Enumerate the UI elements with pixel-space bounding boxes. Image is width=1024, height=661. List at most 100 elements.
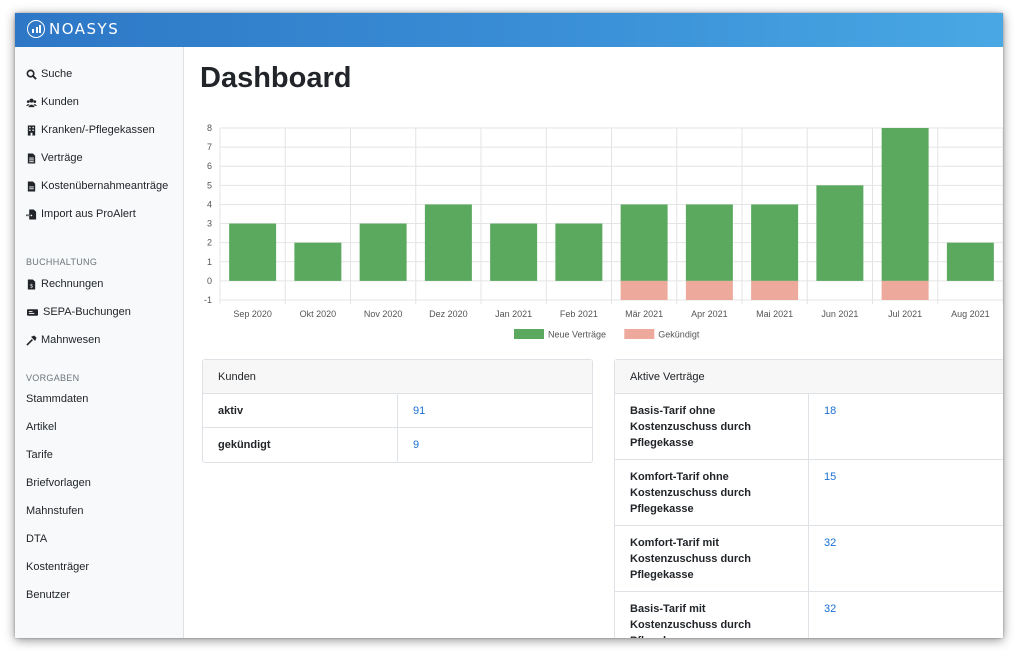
invoice-icon: $: [27, 278, 36, 289]
sidebar-item-label: Tarife: [26, 449, 53, 461]
chart-bar[interactable]: [751, 204, 799, 281]
table-row: aktiv 91: [203, 394, 592, 428]
contracts-bar-chart: -1 0 1 2 3 4 5 6 7 8 Sep 2020 Okt 2020 Nov 2020 Dez 2…: [204, 123, 1003, 340]
chart-bar[interactable]: [946, 242, 994, 281]
main-content: Dashboard -1 0 1 2 3 4 5 6 7 8 Sep 2020 Okt 2020 Nov…: [184, 47, 1003, 638]
chart-bar[interactable]: [229, 223, 277, 281]
page-title: Dashboard: [200, 62, 352, 94]
legend-swatch[interactable]: [514, 329, 544, 339]
card-title: Aktive Verträge: [615, 360, 1003, 394]
sidebar: Suche Kunden Kranken/-Pflegekassen Vertr…: [15, 47, 184, 638]
chart-bar[interactable]: [816, 185, 864, 281]
chart-bar[interactable]: [294, 242, 342, 281]
row-label: aktiv: [218, 405, 244, 417]
sidebar-item-tarife[interactable]: Tarife: [26, 449, 53, 461]
row-value-link[interactable]: 9: [397, 428, 592, 462]
chart-bar[interactable]: [881, 128, 929, 281]
sidebar-item-label: Mahnstufen: [26, 505, 84, 517]
legend-label[interactable]: Gekündigt: [658, 330, 700, 340]
row-label: Komfort-Tarif ohne Kostenzuschuss durch …: [630, 471, 752, 515]
sidebar-item-mahnstufen[interactable]: Mahnstufen: [26, 505, 83, 517]
sidebar-item-rechnungen[interactable]: $ Rechnungen: [26, 278, 103, 290]
sidebar-item-label: Suche: [41, 68, 73, 80]
sidebar-item-label: Mahnwesen: [41, 334, 101, 346]
x-tick-label: Jun 2021: [821, 309, 858, 319]
table-row: Basis-Tarif mit Kostenzuschuss durch Pfl…: [615, 592, 1003, 638]
active-contracts-card: Aktive Verträge Basis-Tarif ohne Kostenz…: [614, 359, 1003, 638]
y-tick-label: 0: [207, 276, 212, 286]
sidebar-item-label: SEPA-Buchungen: [43, 306, 131, 318]
sidebar-section-buchhaltung: BUCHHALTUNG: [26, 257, 98, 267]
brand-logo-link[interactable]: NOASYS: [27, 20, 119, 38]
chart-bar[interactable]: [620, 280, 668, 300]
chart-bar[interactable]: [490, 223, 538, 281]
sidebar-item-dta[interactable]: DTA: [26, 533, 47, 545]
y-tick-label: -1: [204, 295, 212, 305]
sidebar-item-label: DTA: [26, 533, 48, 545]
sidebar-item-kostenuebernahmeantraege[interactable]: Kostenübernahmeanträge: [26, 180, 168, 192]
sidebar-item-kostentraeger[interactable]: Kostenträger: [26, 561, 89, 573]
row-label: Basis-Tarif mit Kostenzuschuss durch Pfl…: [630, 603, 752, 638]
x-tick-label: Feb 2021: [560, 309, 598, 319]
sidebar-section-vorgaben: VORGABEN: [26, 373, 80, 383]
sidebar-item-label: Kostenträger: [26, 561, 89, 573]
table-row: gekündigt 9: [203, 428, 592, 462]
search-icon: [26, 69, 37, 80]
sidebar-item-label: Rechnungen: [41, 278, 104, 290]
building-icon: [27, 124, 36, 136]
x-tick-label: Mai 2021: [756, 309, 793, 319]
brand-name: NOASYS: [49, 20, 120, 38]
x-tick-label: Dez 2020: [429, 309, 468, 319]
sidebar-item-label: Benutzer: [26, 589, 71, 601]
chart-bar[interactable]: [685, 204, 733, 281]
y-tick-label: 8: [207, 123, 212, 133]
app-window: NOASYS Suche Kunden Kranken/-Pflegekasse…: [15, 13, 1003, 638]
sidebar-item-vertraege[interactable]: Verträge: [26, 152, 83, 164]
sidebar-item-briefvorlagen[interactable]: Briefvorlagen: [26, 477, 91, 489]
y-tick-label: 2: [207, 238, 212, 248]
table-row: Komfort-Tarif ohne Kostenzuschuss durch …: [615, 460, 1003, 526]
chart-bar[interactable]: [881, 280, 929, 300]
y-tick-label: 3: [207, 219, 212, 229]
sidebar-item-stammdaten[interactable]: Stammdaten: [26, 393, 88, 405]
hammer-icon: [26, 334, 37, 346]
sidebar-item-suche[interactable]: Suche: [26, 68, 72, 80]
table-row: Basis-Tarif ohne Kostenzuschuss durch Pf…: [615, 394, 1003, 460]
x-tick-label: Okt 2020: [300, 309, 337, 319]
row-label: Basis-Tarif ohne Kostenzuschuss durch Pf…: [630, 405, 752, 449]
row-value-link[interactable]: 18: [808, 394, 1003, 459]
y-tick-label: 1: [207, 257, 212, 267]
chart-bar[interactable]: [751, 280, 799, 300]
legend-swatch[interactable]: [624, 329, 655, 339]
row-value-link[interactable]: 32: [808, 526, 1003, 591]
sidebar-item-kunden[interactable]: Kunden: [26, 96, 79, 108]
y-tick-label: 6: [207, 161, 212, 171]
sidebar-item-label: Kunden: [41, 96, 79, 108]
sidebar-item-label: Artikel: [26, 421, 57, 433]
sidebar-item-benutzer[interactable]: Benutzer: [26, 589, 70, 601]
row-value-link[interactable]: 91: [397, 394, 592, 427]
chart-bar[interactable]: [424, 204, 472, 281]
y-tick-label: 5: [207, 180, 212, 190]
sidebar-item-artikel[interactable]: Artikel: [26, 421, 57, 433]
sidebar-item-label: Stammdaten: [26, 393, 89, 405]
sidebar-item-label: Import aus ProAlert: [41, 208, 136, 220]
legend-label[interactable]: Neue Verträge: [548, 330, 606, 340]
sidebar-item-sepa[interactable]: SEPA-Buchungen: [26, 306, 131, 318]
sidebar-item-label: Briefvorlagen: [26, 477, 91, 489]
chart-bar[interactable]: [359, 223, 407, 281]
chart-bar[interactable]: [555, 223, 603, 281]
y-tick-label: 4: [207, 199, 212, 209]
chart-bar[interactable]: [620, 204, 668, 281]
file-import-icon: [26, 208, 37, 220]
chart-bar[interactable]: [685, 280, 733, 300]
row-value-link[interactable]: 15: [808, 460, 1003, 525]
sidebar-item-import[interactable]: Import aus ProAlert: [26, 208, 136, 220]
sidebar-item-mahnwesen[interactable]: Mahnwesen: [26, 334, 100, 346]
x-tick-label: Jul 2021: [888, 309, 922, 319]
sidebar-item-kassen[interactable]: Kranken/-Pflegekassen: [26, 124, 155, 136]
row-value-link[interactable]: 32: [808, 592, 1003, 638]
money-icon: [27, 308, 38, 316]
users-icon: [26, 98, 37, 107]
top-navbar: NOASYS: [15, 13, 1003, 47]
